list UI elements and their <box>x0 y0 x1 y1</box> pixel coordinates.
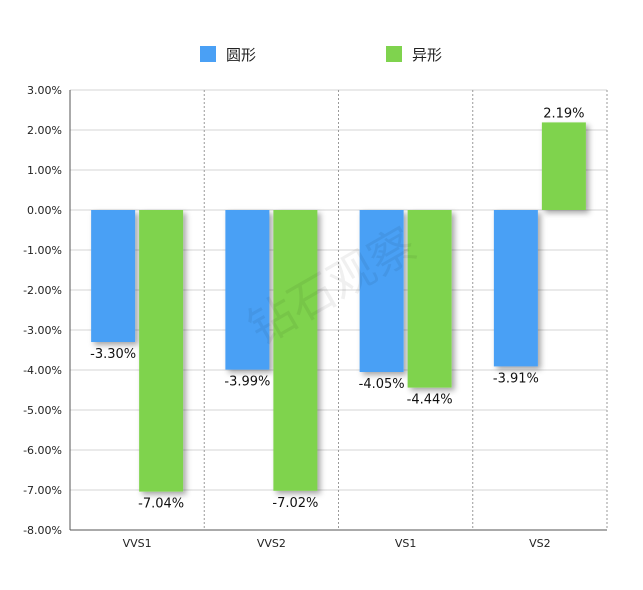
data-label: -4.05% <box>359 377 405 392</box>
y-tick-label: -6.00% <box>23 444 62 457</box>
bar-series1-vvs1 <box>91 210 136 342</box>
bar-series1-vvs2 <box>225 210 270 370</box>
x-tick-label: VVS2 <box>257 537 286 550</box>
bar-series1-vs1 <box>359 210 404 372</box>
legend-swatch <box>200 46 216 62</box>
data-label: -4.44% <box>407 393 453 408</box>
y-tick-label: -3.00% <box>23 324 62 337</box>
legend-label: 圆形 <box>226 46 256 64</box>
bar-series2-vvs1 <box>139 210 184 492</box>
legend: 圆形 异形 <box>200 46 442 64</box>
x-tick-label: VS1 <box>395 537 417 550</box>
axes: 3.00% 2.00% 1.00% 0.00% -1.00% -2.00% -3.00% -4… <box>23 84 608 550</box>
data-label: -3.91% <box>493 371 539 386</box>
y-tick-label: 3.00% <box>27 84 62 97</box>
y-tick-label: -7.00% <box>23 484 62 497</box>
data-labels: -3.30% -3.99% -4.05% -3.91% -7.04% -7.02% -4.4… <box>90 106 584 511</box>
y-tick-label: -2.00% <box>23 284 62 297</box>
legend-swatch <box>386 46 402 62</box>
legend-label: 异形 <box>412 46 442 64</box>
y-tick-label: -5.00% <box>23 404 62 417</box>
data-label: 2.19% <box>543 106 584 121</box>
y-tick-label: -8.00% <box>23 524 62 537</box>
bar-series2-vs2 <box>541 122 586 210</box>
bar-series1-vs2 <box>493 210 538 367</box>
data-label: -3.99% <box>224 375 270 390</box>
x-tick-label: VVS1 <box>123 537 152 550</box>
y-tick-label: -1.00% <box>23 244 62 257</box>
bar-series2-vs1 <box>407 210 452 388</box>
y-tick-label: 1.00% <box>27 164 62 177</box>
x-tick-label: VS2 <box>529 537 551 550</box>
y-tick-label: 2.00% <box>27 124 62 137</box>
data-label: -3.30% <box>90 347 136 362</box>
data-label: -7.02% <box>272 496 318 511</box>
data-label: -7.04% <box>138 497 184 512</box>
bar-series2-vvs2 <box>273 210 318 491</box>
y-tick-label: 0.00% <box>27 204 62 217</box>
bars <box>91 122 586 492</box>
y-tick-label: -4.00% <box>23 364 62 377</box>
